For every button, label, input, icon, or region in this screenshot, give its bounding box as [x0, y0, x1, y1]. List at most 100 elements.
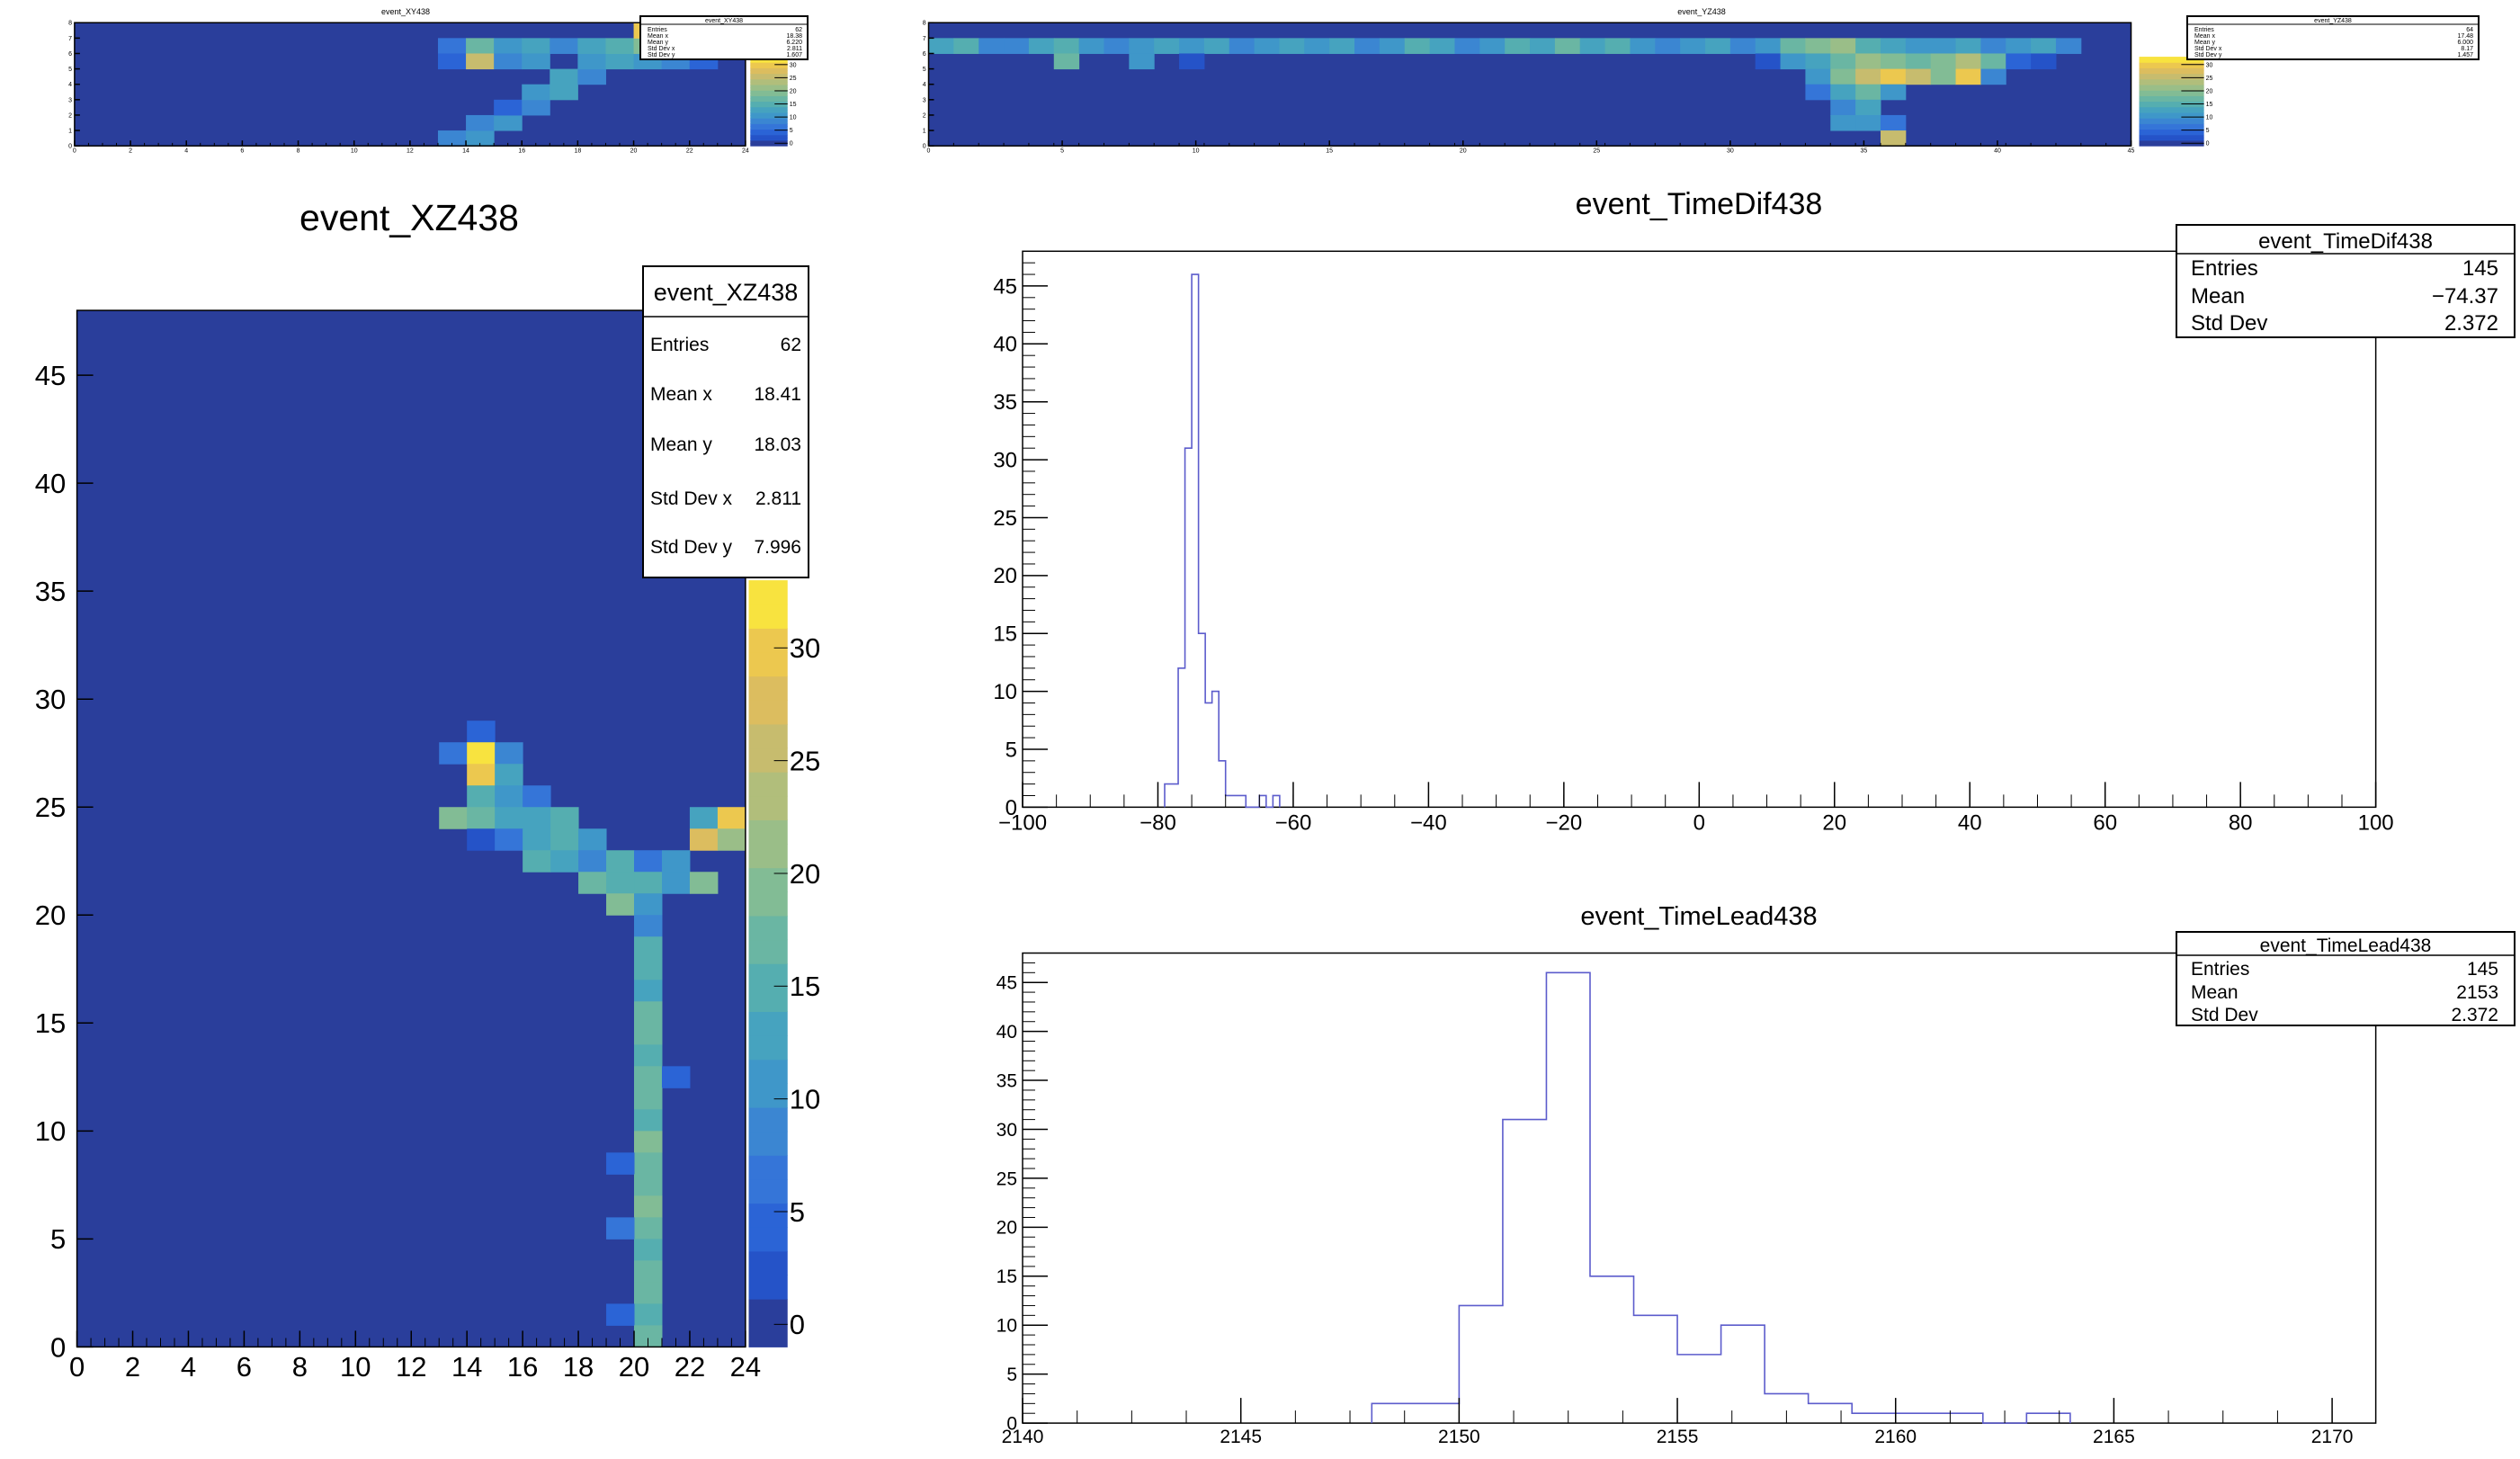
yz-cell: [1104, 38, 1130, 54]
yz-cell: [1830, 114, 1856, 131]
xz-y-tick-label: 25: [35, 792, 66, 823]
panel-event-xy: event_XY438 0 2 4 6 8 10 12 14 16 18 20 22 240123456…: [68, 7, 809, 155]
yz-cell: [1830, 99, 1856, 116]
xz-cell: [578, 872, 607, 894]
timedif-y-tick-label: 45: [993, 274, 1017, 299]
xy-colorbar-swatch: [750, 115, 788, 119]
xy-cell: [605, 38, 635, 54]
xy-cell: [522, 53, 550, 70]
yz-cell: [1830, 84, 1856, 101]
yz-stats-label: Mean x: [2194, 33, 2215, 40]
yz-x-tick-label: 40: [1994, 148, 2001, 155]
xz-colorbar-swatch: [748, 1275, 788, 1300]
xz-cell: [439, 742, 468, 765]
xz-x-tick-label: 18: [563, 1351, 594, 1383]
xy-colorbar-swatch: [750, 129, 788, 133]
yz-colorbar-swatch: [2139, 134, 2204, 139]
yz-y-tick-label: 1: [923, 129, 926, 135]
yz-x-tick-label: 35: [1861, 148, 1868, 155]
xz-cell: [467, 828, 496, 851]
xy-cell: [577, 68, 606, 85]
xz-cell: [634, 1282, 663, 1304]
xz-cell: [634, 1131, 663, 1153]
timedif-stats-value: −74.37: [2432, 284, 2498, 309]
xy-stats-value: 6.220: [786, 40, 802, 46]
yz-cell: [1404, 38, 1431, 54]
xy-colorbar-swatch: [750, 93, 788, 96]
xz-colorbar-swatch: [748, 1203, 788, 1228]
yz-stats-label: Std Dev x: [2194, 46, 2222, 52]
xz-x-tick-label: 12: [396, 1351, 426, 1383]
xy-colorbar-label: 20: [790, 88, 797, 94]
xy-cell: [494, 38, 523, 54]
xz-colorbar-swatch: [748, 1322, 788, 1347]
xy-colorbar-swatch: [750, 121, 788, 124]
xz-cell: [634, 1195, 663, 1218]
timelead-x-tick-label: 2150: [1438, 1427, 1480, 1447]
xz-colorbar-swatch: [748, 1250, 788, 1276]
yz-x-tick-label: 15: [1326, 148, 1333, 155]
xy-colorbar-swatch: [750, 98, 788, 103]
xy-cell: [577, 53, 606, 70]
yz-cell: [1078, 38, 1104, 54]
xz-cell: [467, 785, 496, 808]
xz-cell: [634, 1174, 663, 1196]
xz-cell: [523, 807, 551, 829]
timelead-frame: [1022, 952, 2377, 1424]
xz-stats-value: 7.996: [754, 537, 801, 558]
yz-colorbar-swatch: [2139, 87, 2204, 91]
yz-cell: [1304, 38, 1330, 54]
timelead-stats-value: 145: [2467, 959, 2498, 980]
yz-colorbar-swatch: [2139, 76, 2204, 80]
yz-x-tick-label: 45: [2128, 148, 2135, 155]
timedif-plot: 0 5 10 15 20 25 30 35 40 45 −100 −80 −60 −40 −20 0 20 40 6…: [993, 250, 2394, 836]
xz-colorbar-swatch: [748, 1178, 788, 1204]
timelead-x-tick-label: 2170: [2311, 1427, 2354, 1447]
xz-colorbar-label: 0: [790, 1309, 805, 1340]
yz-cell: [1429, 38, 1455, 54]
yz-cell: [1129, 53, 1155, 70]
xy-y-tick-label: 6: [68, 51, 72, 58]
yz-cell: [1905, 38, 1932, 54]
xz-colorbar-swatch: [748, 628, 788, 653]
yz-cell: [1805, 68, 1831, 85]
yz-x-tick-label: 20: [1460, 148, 1467, 155]
xy-y-tick-label: 0: [68, 144, 72, 150]
yz-cell: [1729, 38, 1756, 54]
timelead-stats-frame: [2176, 931, 2516, 1026]
yz-stats-frame: [2186, 15, 2480, 60]
xz-stats-name: event_XZ438: [654, 279, 799, 306]
timedif-stats-value: 2.372: [2444, 311, 2498, 336]
xz-x-tick-label: 20: [619, 1351, 649, 1383]
yz-cell: [928, 38, 954, 54]
yz-cell: [2055, 38, 2082, 54]
xz-x-tick-label: 2: [125, 1351, 140, 1383]
timedif-x-tick-label: 20: [1822, 811, 1846, 836]
xz-colorbar-swatch: [748, 580, 788, 605]
xy-colorbar-swatch: [750, 101, 788, 105]
xy-colorbar-label: 30: [790, 62, 797, 68]
xy-stats-box: event_XY438 Entries 62 Mean x 18.38 Mean…: [639, 15, 809, 60]
xz-cell: [467, 764, 496, 786]
xz-colorbar-swatch: [748, 772, 788, 797]
xy-cell: [466, 38, 495, 54]
yz-stats-label: Std Dev y: [2194, 52, 2222, 58]
xz-cell: [634, 1001, 663, 1024]
yz-cell: [1755, 38, 1782, 54]
yz-cell: [1604, 38, 1631, 54]
yz-cell: [1329, 38, 1355, 54]
yz-colorbar-swatch: [2139, 95, 2204, 100]
xy-cell: [466, 114, 495, 131]
yz-y-tick-label: 0: [923, 144, 926, 150]
xz-cell: [495, 807, 523, 829]
xy-cell: [494, 114, 523, 131]
xy-x-tick-label: 22: [686, 148, 693, 155]
yz-cell: [1805, 84, 1831, 101]
yz-cell: [2006, 38, 2032, 54]
xz-cell: [634, 980, 663, 1002]
xz-stats-value: 18.03: [754, 434, 801, 455]
yz-cell: [1905, 68, 1932, 85]
xz-cell: [523, 828, 551, 851]
timelead-plot: 0 5 10 15 20 25 30 35 40 45 2140 2145 2150 2155 2160 21…: [996, 952, 2377, 1447]
